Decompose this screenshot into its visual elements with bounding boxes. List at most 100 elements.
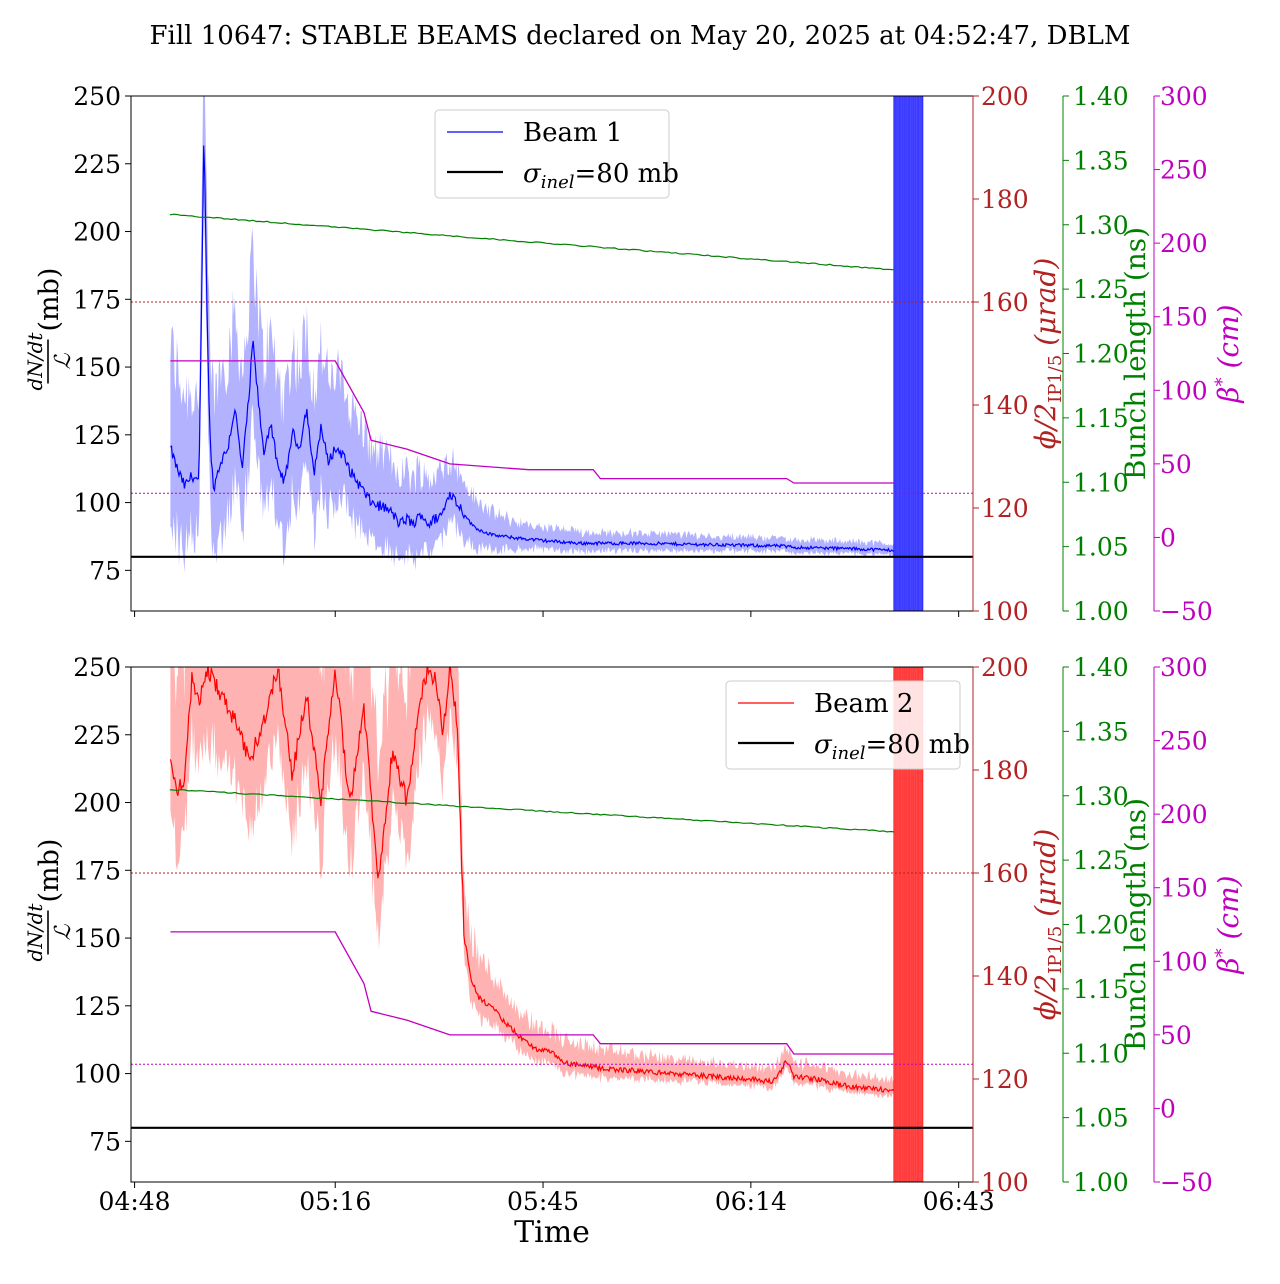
crossing-tick-label: 200 [981,82,1029,111]
beta-tick-label: 300 [1160,653,1208,682]
beta-tick-label: 100 [1160,376,1208,405]
bunch-tick-label: 1.15 [1073,404,1129,433]
beta-tick-label: 150 [1160,874,1208,903]
uncertainty-band [170,96,894,573]
bunch-tick-label: 1.20 [1073,911,1129,940]
crossing-label-text: ϕ/2IP1/5 (μrad) [1029,829,1066,1021]
bunch-tick-label: 1.00 [1073,597,1129,626]
y-tick-label: 175 [73,856,121,885]
beta-tick-label: 200 [1160,229,1208,258]
beta-tick-label: 250 [1160,727,1208,756]
beta-tick-label: 50 [1160,1021,1192,1050]
beta-tick-label: 0 [1160,1094,1176,1123]
y-tick-label: 175 [73,285,121,314]
crossing-tick-label: 120 [981,494,1029,523]
beta-tick-label: 100 [1160,947,1208,976]
bunch-tick-label: 1.35 [1073,146,1129,175]
legend: Beam 1 σinel=80 mb [434,109,679,199]
bunch-tick-label: 1.35 [1073,717,1129,746]
bunch-tick-label: 1.30 [1073,782,1129,811]
crossing-tick-label: 160 [981,859,1029,888]
bunch-tick-label: 1.40 [1073,82,1129,111]
beta-label-text: β* (cm) [1212,304,1245,403]
beta-tick-label: −50 [1160,1168,1213,1197]
y-tick-label: 225 [73,150,121,179]
beta-axis-label: β* (cm) [1212,875,1245,974]
beta-axis-label: β* (cm) [1212,304,1245,403]
crossing-axis-label: ϕ/2IP1/5 (μrad) [1029,829,1066,1021]
bunch-tick-label: 1.05 [1073,533,1129,562]
beta-tick-label: 0 [1160,523,1176,552]
y-label-numerator: dN/dt [23,332,47,391]
beta-label-text: β* (cm) [1212,875,1245,974]
y-axis-label: dN/dt ℒ (mb) [23,839,76,962]
uncertainty-band [170,667,894,1099]
y-tick-label: 75 [89,1127,121,1156]
x-tick-label: 06:14 [715,1187,787,1216]
y-tick-label: 125 [73,421,121,450]
panel-2: 75 100 125 150 175 200 225 250 dN/dt ℒ (mb) 100 120 1… [23,653,1245,1216]
legend-sigma-label: σinel=80 mb [523,159,679,193]
beta-tick-label: 250 [1160,156,1208,185]
y-tick-label: 125 [73,992,121,1021]
x-tick-label: 05:16 [299,1187,371,1216]
crossing-tick-label: 120 [981,1065,1029,1094]
x-tick-label: 06:43 [923,1187,995,1216]
plot-area [131,96,973,611]
legend-beam-label: Beam 1 [523,118,622,148]
bunch-tick-label: 1.15 [1073,975,1129,1004]
bunch-axis-label: Bunch length (ns) [1119,227,1152,480]
bunch-label-text: Bunch length (ns) [1119,798,1152,1051]
y-label-unit: (mb) [34,268,65,332]
y-tick-label: 225 [73,721,121,750]
spike-band [894,96,923,611]
x-tick-label: 04:48 [99,1187,171,1216]
crossing-tick-label: 200 [981,653,1029,682]
crossing-tick-label: 140 [981,391,1029,420]
bunch-tick-label: 1.05 [1073,1104,1129,1133]
crossing-tick-label: 160 [981,288,1029,317]
crossing-label-text: ϕ/2IP1/5 (μrad) [1029,258,1066,450]
legend-sigma-label: σinel=80 mb [814,730,970,764]
y-tick-label: 250 [73,653,121,682]
y-tick-label: 250 [73,82,121,111]
beta-star-line [170,931,895,1055]
beta-tick-label: 200 [1160,800,1208,829]
y-label-unit: (mb) [34,839,65,903]
bunch-tick-label: 1.25 [1073,846,1129,875]
y-tick-label: 150 [73,353,121,382]
crossing-tick-label: 180 [981,756,1029,785]
series-dn-dt-line [169,667,895,1093]
y-tick-label: 100 [73,489,121,518]
crossing-tick-label: 100 [981,597,1029,626]
chart-title: Fill 10647: STABLE BEAMS declared on May… [150,21,1131,51]
y-tick-label: 75 [89,556,121,585]
beta-tick-label: 50 [1160,450,1192,479]
crossing-tick-label: 140 [981,962,1029,991]
y-label-numerator: dN/dt [23,903,47,962]
y-tick-label: 200 [73,218,121,247]
bunch-tick-label: 1.40 [1073,653,1129,682]
y-label-denominator: ℒ [51,352,76,369]
series-dn-dt-line [170,145,895,553]
bunch-tick-label: 1.10 [1073,1039,1129,1068]
plot-area [131,667,973,1182]
crossing-tick-label: 100 [981,1168,1029,1197]
y-axis-label: dN/dt ℒ (mb) [23,268,76,391]
beta-tick-label: 300 [1160,82,1208,111]
bunch-length-line [169,213,895,271]
panel-1: 75 100 125 150 175 200 225 250 dN/dt ℒ (mb) 100 120 1… [23,82,1245,626]
x-axis-label: Time [514,1215,590,1250]
bunch-label-text: Bunch length (ns) [1119,227,1152,480]
y-label-denominator: ℒ [51,923,76,940]
x-tick-label: 05:45 [507,1187,579,1216]
y-tick-label: 150 [73,924,121,953]
bunch-tick-label: 1.00 [1073,1168,1129,1197]
beta-star-line [170,360,895,484]
bunch-tick-label: 1.25 [1073,275,1129,304]
bunch-tick-label: 1.20 [1073,340,1129,369]
bunch-axis-label: Bunch length (ns) [1119,798,1152,1051]
legend-beam-label: Beam 2 [814,689,913,719]
